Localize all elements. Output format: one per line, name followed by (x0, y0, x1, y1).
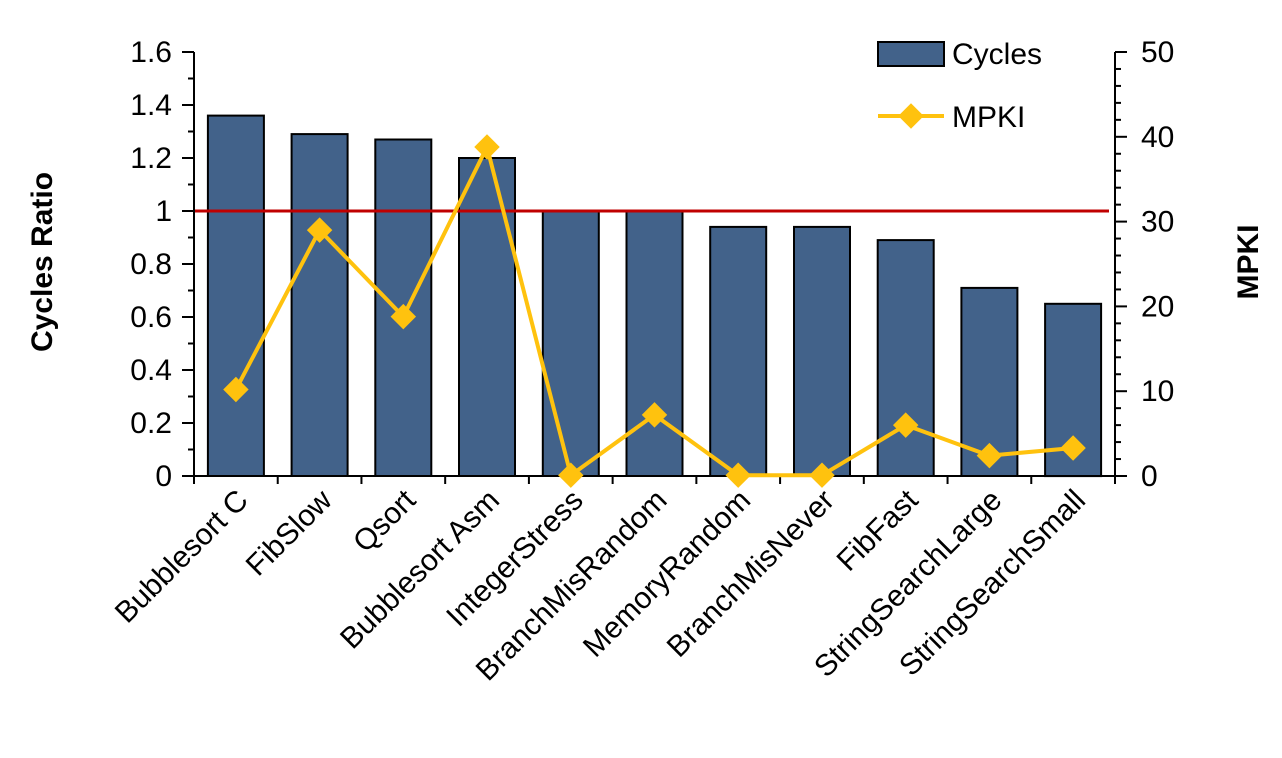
mpki-point-7 (809, 462, 835, 488)
y-axis-ticks: 0 0.2 0.4 0.6 0.8 1 1.2 1.4 1.6 (130, 36, 194, 493)
mpki-point-5 (641, 402, 668, 428)
mpki-series (223, 134, 1086, 488)
mpki-point-9 (976, 442, 1003, 469)
y2-tick-label-2: 20 (1141, 290, 1174, 323)
bar-0 (206, 114, 265, 477)
y2-tick-label-4: 40 (1141, 121, 1174, 154)
bar-6 (709, 225, 768, 477)
y-tick-label-5: 1 (155, 195, 172, 228)
bar-3 (458, 157, 516, 477)
y2-tick-label-3: 30 (1141, 206, 1174, 239)
mpki-point-0 (223, 376, 249, 403)
y-tick-label-2: 0.4 (130, 354, 172, 387)
y-tick-label-7: 1.4 (130, 89, 172, 122)
bar-7 (793, 225, 851, 477)
mpki-point-3 (474, 134, 500, 160)
y2-tick-label-1: 10 (1141, 375, 1174, 408)
legend-cycles-swatch (877, 41, 945, 67)
bar-1 (290, 133, 349, 477)
bar-5 (625, 210, 684, 477)
legend-mpki-marker (898, 103, 924, 129)
y-tick-label-1: 0.2 (130, 407, 172, 440)
mpki-point-4 (558, 462, 584, 488)
category-label-1: FibSlow (240, 483, 339, 582)
y-tick-label-0: 0 (155, 460, 172, 493)
y2-tick-label-0: 0 (1141, 460, 1158, 493)
y2-axis-title: MPKI (1232, 225, 1265, 300)
y2-tick-label-5: 50 (1141, 36, 1174, 69)
bar-8 (876, 239, 935, 477)
mpki-point-8 (892, 412, 919, 438)
bar-4 (541, 210, 600, 477)
y-tick-label-8: 1.6 (130, 36, 172, 69)
legend: Cycles MPKI (877, 38, 1042, 134)
y2-axis-ticks: 0 10 20 30 40 50 (1115, 36, 1174, 493)
category-label-0: Bubblesort C (109, 484, 255, 630)
mpki-point-6 (725, 462, 751, 488)
mpki-point-2 (390, 303, 417, 330)
legend-mpki-label: MPKI (952, 101, 1025, 134)
y-tick-label-3: 0.6 (130, 301, 172, 334)
y-axis-title: Cycles Ratio (26, 172, 59, 352)
category-label-2: Qsort (347, 483, 423, 559)
mpki-point-1 (306, 217, 333, 243)
legend-cycles-label: Cycles (952, 38, 1042, 71)
y-tick-label-6: 1.2 (130, 142, 172, 175)
y-tick-label-4: 0.8 (130, 248, 172, 281)
